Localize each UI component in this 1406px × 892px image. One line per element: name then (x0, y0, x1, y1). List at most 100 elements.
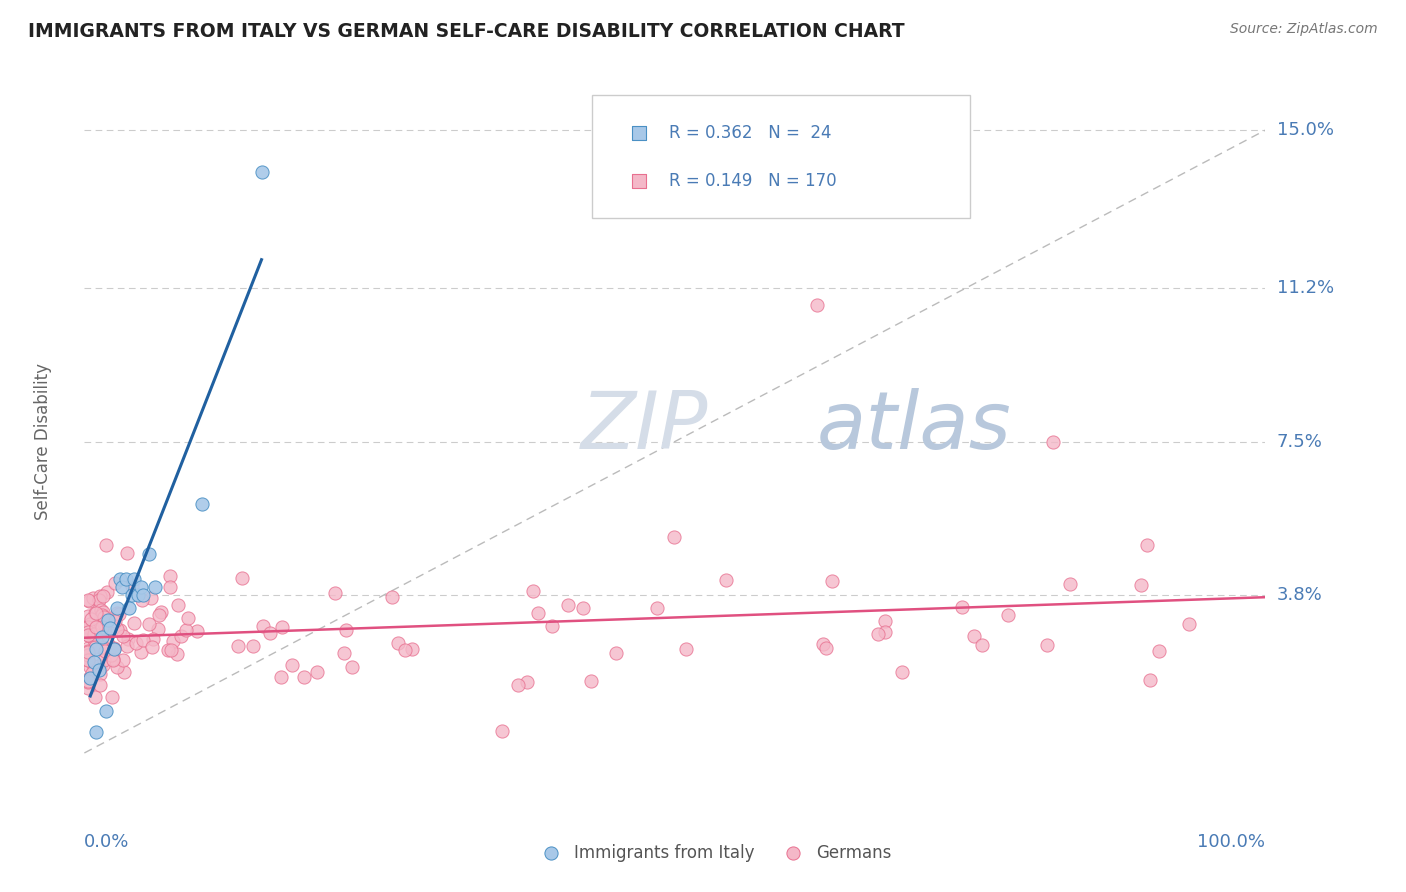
Point (1036, 638, 1059, 652)
Point (98, 622, 121, 636)
Point (104, 614, 127, 628)
Point (1136, 538, 1159, 552)
Point (105, 606, 128, 620)
Point (108, 607, 131, 622)
Point (100, 648, 122, 663)
Point (572, 600, 595, 615)
Point (950, 599, 973, 614)
Point (342, 660, 364, 674)
Point (77, 653, 100, 667)
Point (77, 628, 100, 642)
Point (191, 497, 214, 511)
Point (108, 572, 131, 586)
Point (1139, 673, 1161, 687)
Point (77, 674, 100, 689)
Point (101, 618, 124, 632)
Point (103, 652, 125, 666)
Point (148, 607, 170, 622)
Point (159, 569, 181, 583)
Point (138, 617, 160, 632)
Point (83, 627, 105, 641)
Point (131, 593, 153, 607)
Point (91, 641, 114, 656)
Point (664, 530, 686, 544)
Point (160, 643, 183, 657)
Point (579, 673, 602, 688)
Point (280, 657, 302, 672)
Text: 15.0%: 15.0% (1277, 121, 1333, 139)
Point (252, 619, 274, 633)
Point (866, 627, 889, 641)
Text: Immigrants from Italy: Immigrants from Italy (575, 845, 755, 863)
Point (86, 633, 108, 648)
Point (105, 623, 128, 637)
Point (97, 637, 120, 651)
Point (79, 671, 101, 685)
Point (94, 538, 117, 552)
Point (527, 607, 550, 621)
Point (77, 628, 100, 642)
Point (84, 642, 107, 657)
Point (335, 624, 357, 638)
Point (89, 590, 111, 604)
Point (815, 641, 838, 656)
Point (491, 723, 513, 738)
Point (873, 614, 896, 628)
Point (83, 632, 105, 647)
Point (89, 661, 111, 675)
Point (96, 620, 118, 634)
Point (970, 639, 993, 653)
Point (77, 620, 100, 634)
Point (90, 603, 112, 617)
Point (333, 646, 356, 660)
Point (149, 606, 172, 620)
Point (166, 647, 188, 661)
Point (605, 646, 627, 660)
Point (83, 690, 105, 704)
Point (250, 164, 273, 178)
Point (307, 665, 329, 680)
Point (401, 642, 423, 657)
Point (159, 580, 181, 594)
Point (77, 671, 100, 685)
Point (124, 615, 146, 630)
Point (77, 622, 100, 636)
Point (125, 636, 148, 650)
Point (82, 591, 104, 606)
Point (114, 572, 136, 586)
Point (174, 624, 197, 638)
Point (101, 614, 124, 628)
Point (77, 640, 100, 655)
Point (91, 658, 114, 673)
Point (270, 670, 292, 684)
Point (522, 583, 544, 598)
Point (166, 599, 188, 613)
Point (112, 652, 135, 666)
Text: 0.0%: 0.0% (84, 833, 129, 851)
Point (557, 598, 579, 612)
Point (90, 620, 112, 634)
Point (83, 640, 105, 654)
Point (1177, 617, 1199, 632)
Point (1042, 434, 1064, 449)
Point (170, 629, 193, 643)
Point (84, 725, 107, 739)
Point (963, 629, 986, 643)
Point (91, 630, 114, 644)
Point (138, 547, 160, 561)
Point (84, 630, 107, 644)
Point (91, 589, 114, 603)
Point (93, 609, 115, 624)
Point (157, 643, 180, 657)
Point (997, 608, 1019, 623)
Text: 3.8%: 3.8% (1277, 586, 1322, 604)
Point (129, 645, 152, 659)
Point (811, 637, 834, 651)
Point (127, 588, 149, 602)
Text: ZIP: ZIP (581, 388, 707, 467)
Point (77, 645, 100, 659)
Text: R = 0.149   N = 170: R = 0.149 N = 170 (669, 172, 837, 190)
Point (117, 632, 139, 646)
Point (91, 640, 114, 654)
Point (806, 297, 828, 311)
